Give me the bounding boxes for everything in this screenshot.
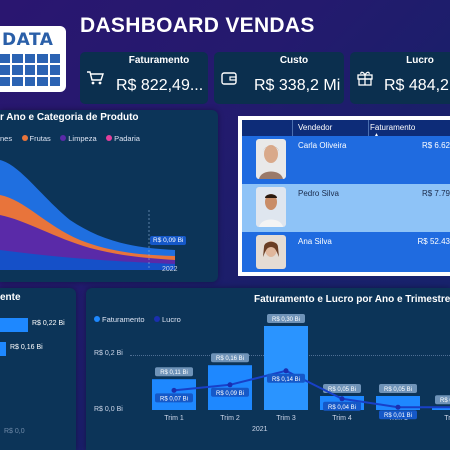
kpi-custo: Custo R$ 338,2 Mi [214,52,344,104]
y-tick: R$ 0,2 Bi [94,350,123,357]
faturamento-data-label: R$ 0,05 Bi [328,387,356,393]
lucro-point [171,387,177,393]
vendedor-name: Carla Oliveira [298,141,347,150]
lucro-point [283,368,289,374]
faturamento-value: R$ 7.79 [421,189,450,198]
area-series-base [0,250,175,270]
lucro-line [173,369,450,409]
table-row[interactable]: Ana Silva R$ 52.43 [242,232,450,272]
area-chart-panel: r Ano e Categoria de Produto nes Frutas … [0,110,218,282]
wallet-icon [214,52,244,104]
lucro-data-label: R$ 0,01 Bi [384,413,412,419]
vendedor-name: Ana Silva [298,237,332,246]
x-tick-label: Trim 4 [332,415,352,422]
left-bar-panel: ente R$ 0,22 Bi R$ 0,16 Bi R$ 0,0 [0,288,76,450]
x-tick-label: Trim 3 [276,415,296,422]
data-label-bg [267,373,305,383]
logo-grid-icon [0,54,60,86]
legend-item: Faturamento [94,315,145,324]
faturamento-data-label: R$ 0,16 Bi [216,356,244,362]
data-label-bg [155,393,193,403]
area-legend: nes Frutas Limpeza Padaria [0,128,145,146]
panel-title: ente [0,292,21,303]
faturamento-data-label: R$ 0,11 Bi [160,370,188,376]
data-logo: DATA [0,26,66,92]
faturamento-data-label: R$ 0,05 Bi [384,387,412,393]
faturamento-bar [432,407,450,410]
x-axis-label: 2022 [162,266,178,273]
data-label-bg [323,401,361,411]
data-label-bg [323,384,361,393]
lucro-point [395,404,401,410]
lucro-data-label: R$ 0,09 Bi [216,391,244,397]
kpi-label: Lucro [406,55,434,66]
lucro-data-label: R$ 0,14 Bi [272,377,300,383]
table-header: Vendedor Faturamento ▲ [242,120,450,138]
data-label-bg [379,384,417,393]
lucro-data-label: R$ 0,07 Bi [160,396,188,402]
lucro-data-label: R$ 0,04 Bi [328,405,356,411]
kpi-value: R$ 822,49... [116,77,204,94]
table-row[interactable]: Carla Oliveira R$ 6.62 [242,136,450,184]
logo-text: DATA [2,30,54,50]
x-tick-label: Trim 1 [164,415,184,422]
legend-item: Lucro [153,315,181,324]
faturamento-value: R$ 6.62 [421,141,450,150]
y-tick: R$ 0,0 Bi [94,406,123,413]
year-label: 2021 [252,426,268,433]
data-label-bg [379,410,417,420]
panel-title: r Ano e Categoria de Produto [0,112,139,123]
col-vendedor[interactable]: Vendedor [298,123,333,132]
bar-label: R$ 0,22 Bi [32,320,65,327]
data-label-bg [211,353,249,363]
avatar [256,187,286,227]
faturamento-data-label: R$ 0,30 Bi [272,317,300,323]
lucro-point [339,396,345,402]
cart-icon [80,52,110,104]
combo-chart-panel: Faturamento e Lucro por Ano e Trimestre … [86,288,450,450]
kpi-value: R$ 484,2 [384,77,449,94]
vendedor-name: Pedro Silva [298,189,339,198]
kpi-value: R$ 338,2 Mi [254,77,341,94]
kpi-faturamento: Faturamento R$ 822,49... [80,52,208,104]
faturamento-data-label: R$ 0,01 Bi [440,398,450,404]
table-row[interactable]: Pedro Silva R$ 7.79 [242,184,450,232]
faturamento-value: R$ 52.43 [417,237,450,246]
avatar [256,139,286,179]
legend-item: nes [0,134,13,143]
kpi-lucro: Lucro R$ 484,2 [350,52,450,104]
avatar [256,235,286,269]
area-chart [0,160,175,270]
lucro-point [227,382,233,388]
combo-chart: Trim 1 R$ 0,11 Bi Trim 2 R$ 0,16 Bi Trim 3 R$… [152,314,450,422]
page-title: DASHBOARD VENDAS [80,14,315,37]
data-label-bg [211,387,249,397]
sort-asc-icon[interactable]: ▲ [374,132,379,138]
kpi-label: Faturamento [128,55,190,66]
kpi-label: Custo [279,55,309,66]
legend-item: Frutas [21,134,51,143]
faturamento-bar [264,326,308,410]
area-data-label: R$ 0,09 Bi [150,236,187,245]
gift-icon [350,52,380,104]
faturamento-bar [208,365,252,410]
vendedor-table: Vendedor Faturamento ▲ Carla Oliveira R$… [238,116,450,276]
data-label-bg [155,367,193,377]
x-tick-label: Trim 2 [220,415,240,422]
legend-item: Limpeza [60,134,97,143]
bar [0,318,28,332]
col-faturamento[interactable]: Faturamento [370,123,416,132]
axis-label: R$ 0,0 [4,428,25,435]
bar [0,342,6,356]
x-tick-label: Trim 2 [444,415,450,422]
panel-title: Faturamento e Lucro por Ano e Trimestre [254,294,450,305]
data-label-bg [267,314,305,323]
bar-label: R$ 0,16 Bi [10,344,43,351]
data-label-bg [435,395,450,405]
combo-legend: Faturamento Lucro [94,309,186,327]
legend-item: Padaria [106,134,140,143]
